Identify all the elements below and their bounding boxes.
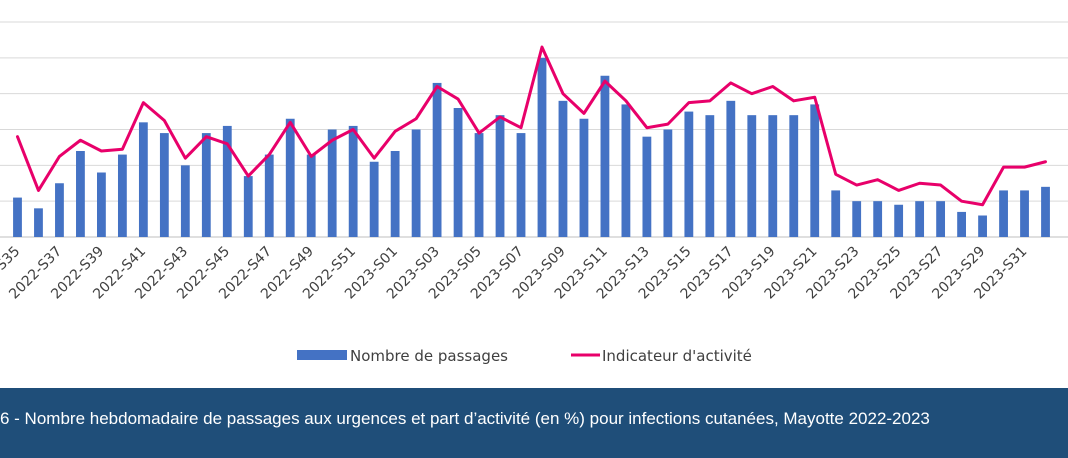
- bar: [747, 115, 757, 237]
- bar: [306, 154, 316, 237]
- bar: [936, 201, 946, 237]
- bar: [138, 122, 148, 237]
- bar: [495, 115, 505, 237]
- bar: [768, 115, 778, 237]
- bar: [55, 183, 64, 237]
- bar: [558, 100, 568, 237]
- bar: [810, 104, 820, 238]
- bar: [432, 82, 442, 238]
- caption-bar: 6 - Nombre hebdomadaire de passages aux …: [0, 388, 1068, 458]
- bar: [285, 118, 295, 237]
- bar: [76, 151, 85, 237]
- bar: [915, 201, 925, 237]
- bar-series: [13, 57, 1050, 238]
- bar: [1041, 186, 1050, 237]
- bar: [537, 57, 547, 238]
- bar: [243, 176, 253, 237]
- bar: [222, 125, 232, 237]
- bar: [369, 161, 379, 237]
- bar: [201, 133, 211, 237]
- bar: [642, 136, 652, 237]
- bar: [789, 115, 799, 237]
- bar: [705, 115, 715, 237]
- legend: Nombre de passages Indicateur d'activité: [297, 347, 752, 365]
- bar: [327, 129, 337, 237]
- gridlines: [0, 21, 1068, 238]
- chart: 2022-S352022-S372022-S392022-S412022-S43…: [0, 21, 1068, 365]
- bar: [978, 215, 987, 237]
- bar: [831, 190, 841, 237]
- bar: [411, 129, 421, 237]
- legend-bar-label: Nombre de passages: [350, 347, 508, 365]
- figure-caption: 6 - Nombre hebdomadaire de passages aux …: [0, 409, 930, 428]
- bar: [684, 111, 694, 237]
- bar: [34, 208, 43, 237]
- bar: [726, 100, 736, 237]
- bar: [474, 133, 484, 237]
- bar: [600, 75, 610, 237]
- bar: [873, 201, 883, 237]
- bar: [621, 104, 631, 238]
- bar: [13, 197, 22, 237]
- bar: [999, 190, 1008, 237]
- bar: [117, 154, 127, 237]
- bar: [390, 151, 400, 237]
- bar: [264, 154, 274, 237]
- activity-line: [15, 45, 1048, 207]
- bar: [453, 108, 463, 237]
- legend-bar-swatch: [297, 350, 347, 360]
- bar: [159, 133, 169, 237]
- legend-line-label: Indicateur d'activité: [602, 347, 752, 365]
- bar: [348, 125, 358, 237]
- bar: [957, 211, 966, 237]
- x-axis-tick-labels: 2022-S352022-S372022-S392022-S412022-S43…: [0, 244, 1030, 303]
- line-series: [15, 45, 1048, 207]
- bar: [516, 133, 526, 237]
- bar: [894, 204, 904, 237]
- bar: [579, 118, 589, 237]
- bar: [852, 201, 862, 237]
- bar: [180, 165, 190, 237]
- bar: [1020, 190, 1029, 237]
- bar: [663, 129, 673, 237]
- bar: [97, 172, 106, 237]
